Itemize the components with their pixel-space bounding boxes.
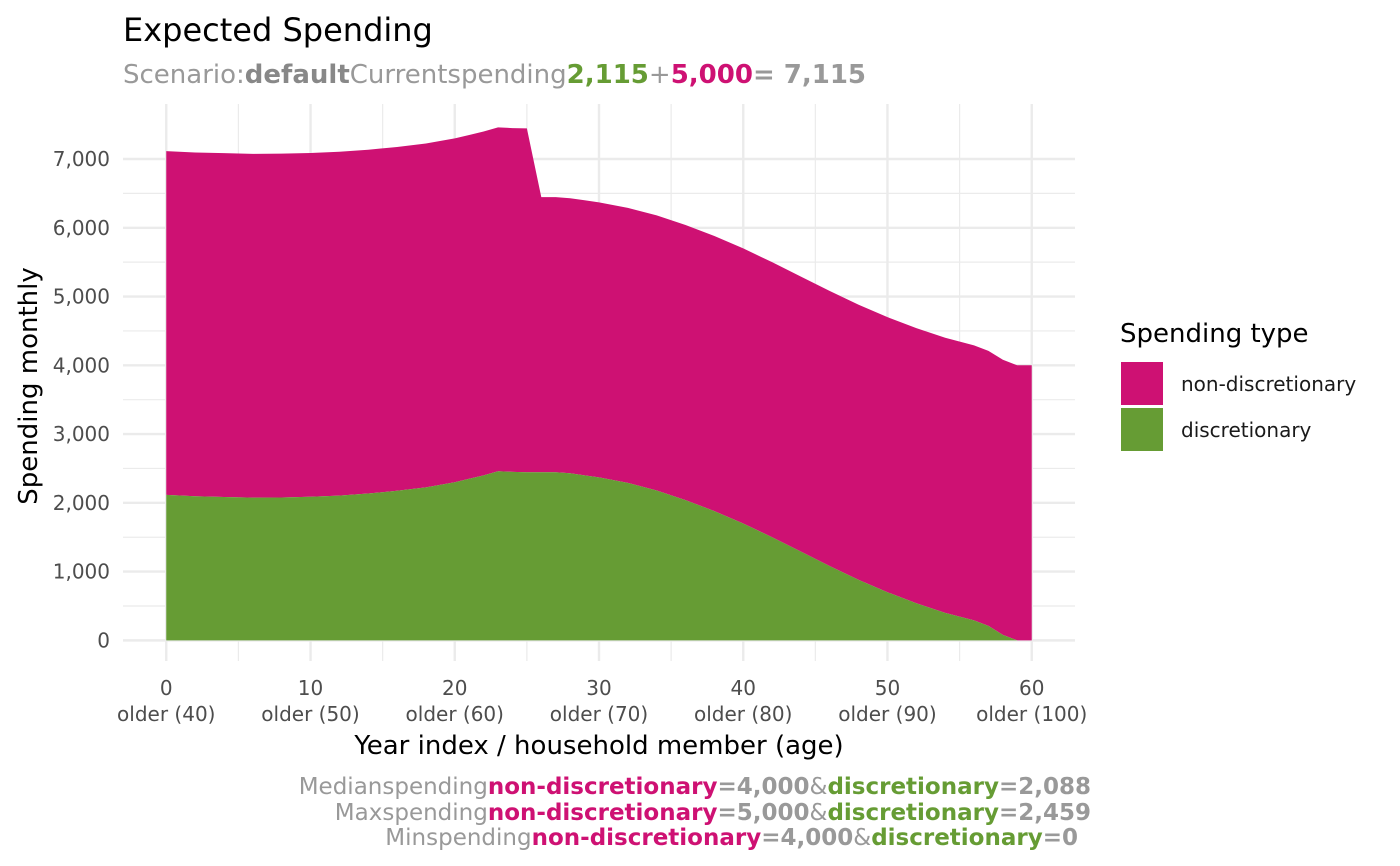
y-tick-label: 5,000	[53, 285, 110, 309]
area-non-discretionary	[166, 127, 1032, 641]
x-tick-sublabel: older (80)	[694, 702, 792, 726]
caption-part: =2,088	[999, 774, 1091, 800]
legend-key-discretionary	[1121, 408, 1163, 451]
y-tick-label: 1,000	[53, 560, 110, 584]
caption-part: non-discretionary	[488, 774, 718, 800]
legend-key-non-discretionary	[1121, 362, 1163, 405]
x-tick-label: 50	[875, 676, 900, 700]
subtitle-part: +	[649, 60, 671, 90]
legend-title: Spending type	[1120, 319, 1309, 349]
caption-part: spending	[382, 800, 487, 826]
subtitle-part: spending	[447, 60, 566, 90]
caption-part: Min	[385, 825, 426, 851]
y-tick-label: 4,000	[53, 353, 110, 377]
caption-part: =5,000	[717, 800, 809, 826]
subtitle-part: 5,000	[671, 60, 753, 90]
caption-part: discretionary	[827, 774, 999, 800]
x-tick-label: 40	[731, 676, 756, 700]
y-tick-label: 3,000	[53, 422, 110, 446]
caption-line: Minspendingnon-discretionary=4,000&discr…	[385, 825, 1078, 851]
x-tick-sublabel: older (70)	[550, 702, 648, 726]
x-tick-sublabel: older (50)	[261, 702, 359, 726]
caption-part: =0	[1043, 825, 1078, 851]
x-tick-sublabel: older (100)	[976, 702, 1087, 726]
subtitle-part: Scenario:	[123, 60, 245, 90]
x-tick-sublabel: older (60)	[406, 702, 504, 726]
y-tick-label: 6,000	[53, 216, 110, 240]
caption-part: discretionary	[827, 800, 999, 826]
x-tick-label: 30	[586, 676, 611, 700]
area-layers	[166, 127, 1032, 641]
x-tick-label: 20	[442, 676, 467, 700]
subtitle-part: = 7,115	[753, 60, 866, 90]
caption-part: Median	[299, 774, 383, 800]
y-tick-label: 0	[97, 628, 110, 652]
caption-part: &	[810, 800, 828, 826]
caption-part: non-discretionary	[532, 825, 762, 851]
y-tick-labels: 0 1,000 2,000 3,000 4,000 5,000 6,000 7,000	[53, 147, 110, 652]
caption-line: Maxspendingnon-discretionary=5,000&discr…	[335, 800, 1091, 826]
chart-subtitle: Scenario:defaultCurrentspending2,115+5,0…	[123, 60, 866, 90]
caption-line: Medianspendingnon-discretionary=4,000&di…	[299, 774, 1091, 800]
caption-part: discretionary	[871, 825, 1043, 851]
y-tick-label: 7,000	[53, 147, 110, 171]
x-tick-label: 0	[160, 676, 173, 700]
legend: Spending type non-discretionary discreti…	[1120, 319, 1356, 451]
chart-title: Expected Spending	[123, 11, 433, 49]
caption-part: =2,459	[999, 800, 1091, 826]
y-axis-title: Spending monthly	[14, 267, 44, 504]
caption-part: &	[810, 774, 828, 800]
caption-part: =4,000	[761, 825, 853, 851]
x-tick-label: 60	[1019, 676, 1044, 700]
x-tick-label: 10	[298, 676, 323, 700]
caption: Medianspendingnon-discretionary=4,000&di…	[299, 774, 1091, 851]
subtitle-part: default	[245, 60, 350, 90]
legend-label-non-discretionary: non-discretionary	[1181, 372, 1356, 396]
x-tick-sublabel: older (90)	[838, 702, 936, 726]
legend-label-discretionary: discretionary	[1181, 418, 1312, 442]
y-tick-label: 2,000	[53, 491, 110, 515]
subtitle-part: 2,115	[567, 60, 649, 90]
x-tick-sublabel: older (40)	[117, 702, 215, 726]
caption-part: =4,000	[717, 774, 809, 800]
subtitle-part: Current	[350, 60, 448, 90]
caption-part: spending	[382, 774, 487, 800]
x-axis-title: Year index / household member (age)	[353, 731, 843, 761]
area-discretionary	[166, 471, 1032, 641]
caption-part: spending	[426, 825, 531, 851]
caption-part: &	[853, 825, 871, 851]
caption-part: non-discretionary	[488, 800, 718, 826]
caption-part: Max	[335, 800, 383, 826]
